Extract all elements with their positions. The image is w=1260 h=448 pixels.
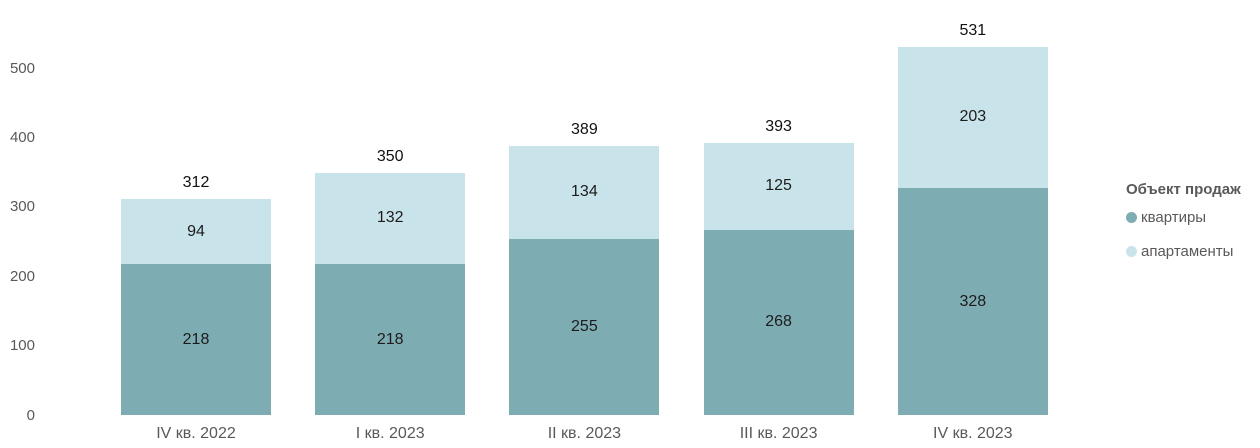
bar-total-label: 312 (182, 173, 210, 191)
bar-segment-апартаменты[interactable]: 132 (315, 172, 466, 265)
x-axis-category-label: IV кв. 2023 (933, 425, 1013, 442)
x-axis-category-label: II кв. 2023 (547, 425, 622, 442)
bar-value-label: 218 (376, 330, 404, 348)
bar-segment-апартаменты[interactable]: 134 (509, 145, 660, 239)
y-axis-tick-label: 100 (9, 337, 35, 355)
x-axis-category-label: III кв. 2023 (739, 425, 818, 442)
bar-segment-квартиры[interactable]: 218 (121, 264, 271, 416)
y-axis-tick-label: 500 (9, 59, 35, 77)
plot-area: 218 94 312 IV кв. 2022 218 132 350 I кв. 2023 25… (121, 21, 1048, 442)
legend: Объект продаж квартиры апартаменты (1126, 181, 1260, 277)
bar-value-label: 218 (182, 330, 210, 348)
bar-value-label: 132 (376, 209, 404, 227)
y-axis-tick-label: 200 (9, 267, 35, 285)
legend-marker-icon (1126, 246, 1137, 257)
bar-segment-квартиры[interactable]: 268 (703, 229, 854, 416)
legend-items: квартиры апартаменты (1126, 209, 1260, 260)
x-axis-category-label: IV кв. 2022 (156, 425, 236, 442)
legend-marker-icon (1126, 212, 1137, 223)
legend-item-квартиры[interactable]: квартиры (1126, 209, 1260, 226)
x-axis-category-label: I кв. 2023 (355, 425, 425, 442)
bar-value-label: 94 (187, 222, 205, 240)
y-axis-tick-label: 300 (9, 198, 35, 216)
bar-segment-апартаменты[interactable]: 94 (121, 198, 271, 265)
legend-item-апартаменты[interactable]: апартаменты (1126, 243, 1260, 260)
y-axis-tick-label: 0 (26, 406, 35, 424)
bar-total-label: 350 (376, 147, 404, 165)
bar-value-label: 125 (765, 177, 792, 195)
bar-total-label: 531 (959, 21, 987, 39)
bar-total-label: 389 (571, 120, 598, 138)
bar-segment-апартаменты[interactable]: 203 (897, 46, 1048, 188)
bar-value-label: 328 (959, 292, 987, 310)
bar-segment-квартиры[interactable]: 328 (897, 187, 1048, 416)
bar-value-label: 203 (959, 108, 987, 126)
bar-segment-апартаменты[interactable]: 125 (703, 142, 854, 230)
legend-title: Объект продаж (1126, 181, 1241, 198)
y-axis: 0 100 200 300 400 500 (0, 0, 38, 448)
bar-value-label: 255 (571, 318, 598, 335)
bar-segment-квартиры[interactable]: 218 (315, 264, 466, 416)
bar-value-label: 268 (765, 313, 792, 331)
legend-item-label: апартаменты (1141, 243, 1234, 260)
bar-value-label: 134 (571, 183, 598, 201)
bar-total-label: 393 (765, 117, 792, 135)
legend-item-label: квартиры (1141, 209, 1207, 226)
y-axis-tick-label: 400 (9, 128, 35, 146)
bar-segment-квартиры[interactable]: 255 (509, 238, 660, 416)
